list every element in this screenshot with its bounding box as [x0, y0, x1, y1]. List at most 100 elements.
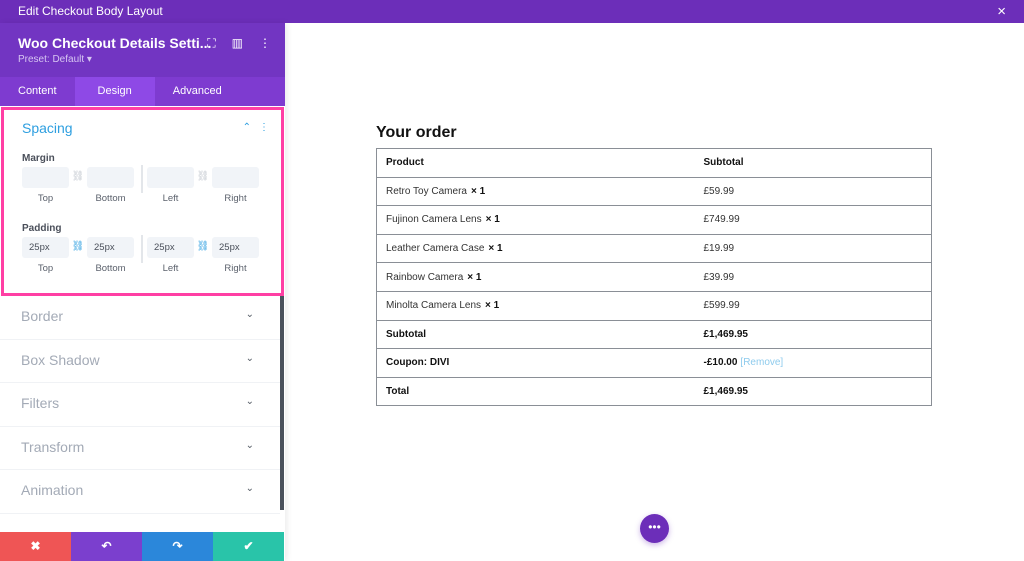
margin-top-label: Top [37, 193, 54, 204]
spacing-section: Spacing ⌃ ⋮ Margin ⛓ ⛓ Top Bottom Left R… [1, 107, 284, 296]
order-table: Product Subtotal Retro Toy Camera × 1 £59… [376, 148, 932, 407]
more-actions-button[interactable]: ••• [640, 514, 669, 543]
section-box-shadow[interactable]: Box Shadow ⌄ [0, 340, 280, 383]
product-qty: × 1 [467, 271, 482, 283]
action-bar: ✖ ↶ ↷ ✔ [0, 532, 284, 561]
header-product: Product [376, 148, 695, 178]
margin-label: Margin [22, 153, 55, 164]
table-row: Minolta Camera Lens × 1 £599.99 [376, 290, 932, 321]
redo-button[interactable]: ↷ [142, 532, 213, 561]
tab-advanced[interactable]: Advanced [172, 85, 222, 97]
padding-bottom-label: Bottom [95, 263, 126, 274]
product-price: £59.99 [694, 176, 932, 206]
remove-coupon-link[interactable]: [Remove] [740, 357, 784, 369]
header-subtotal: Subtotal [694, 148, 932, 178]
window-titlebar: Edit Checkout Body Layout × [0, 0, 1024, 23]
divider [141, 165, 143, 193]
product-price: £749.99 [694, 205, 932, 235]
table-header: Product Subtotal [376, 148, 932, 178]
subtotal-value: £1,469.95 [694, 319, 932, 349]
coupon-label: Coupon: DIVI [376, 348, 695, 378]
settings-panel: Woo Checkout Details Setti... Preset: De… [0, 23, 285, 561]
product-qty: × 1 [485, 300, 500, 312]
chevron-down-icon: ⌄ [245, 309, 254, 320]
more-options-icon[interactable]: ⋮ [259, 36, 271, 50]
product-price: £39.99 [694, 262, 932, 292]
chevron-down-icon: ⌄ [245, 483, 254, 494]
total-value: £1,469.95 [694, 376, 932, 406]
chevron-down-icon: ⌄ [245, 439, 254, 451]
window-title: Edit Checkout Body Layout [18, 4, 163, 18]
tab-bar: Content Design Advanced [0, 77, 285, 106]
table-row: Retro Toy Camera × 1 £59.99 [376, 176, 932, 206]
unlink-icon[interactable]: ⛓ [71, 171, 85, 182]
padding-left-label: Left [162, 263, 179, 274]
subtotal-row: Subtotal £1,469.95 [376, 319, 932, 349]
padding-top-label: Top [37, 263, 54, 274]
product-price: £599.99 [694, 290, 932, 321]
product-name: Minolta Camera Lens [386, 300, 482, 312]
focus-icon[interactable]: ⛶ [207, 36, 216, 50]
link-icon[interactable]: ⛓ [196, 241, 210, 252]
section-label: Transform [21, 438, 85, 455]
table-row: Rainbow Camera × 1 £39.99 [376, 262, 932, 292]
undo-button[interactable]: ↶ [71, 532, 142, 561]
product-name: Rainbow Camera [386, 271, 464, 283]
section-border[interactable]: Border ⌄ [0, 296, 280, 340]
padding-label: Padding [22, 223, 62, 234]
product-name: Leather Camera Case [386, 243, 485, 255]
margin-right-input[interactable] [212, 167, 259, 188]
product-qty: × 1 [485, 214, 500, 226]
link-icon[interactable]: ⛓ [71, 241, 85, 252]
order-title: Your order [376, 124, 457, 141]
padding-right-input[interactable]: 25px [212, 237, 259, 258]
padding-right-label: Right [224, 263, 247, 274]
discard-button[interactable]: ✖ [0, 532, 71, 561]
table-row: Fujinon Camera Lens × 1 £749.99 [376, 205, 932, 235]
tab-content[interactable]: Content [18, 85, 57, 97]
padding-bottom-input[interactable]: 25px [87, 237, 134, 258]
section-animation[interactable]: Animation ⌄ [0, 470, 280, 514]
section-label: Animation [21, 482, 84, 498]
panel-title: Woo Checkout Details Setti... [18, 35, 212, 51]
padding-left-input[interactable]: 25px [147, 237, 194, 258]
total-row: Total £1,469.95 [376, 376, 932, 406]
coupon-value: -£10.00 [703, 357, 738, 369]
section-label: Border [21, 308, 64, 324]
spacing-title[interactable]: Spacing [22, 120, 73, 136]
section-label: Filters [21, 395, 60, 411]
section-label: Box Shadow [21, 351, 100, 368]
unlink-icon[interactable]: ⛓ [196, 171, 210, 182]
product-qty: × 1 [488, 243, 503, 255]
margin-right-label: Right [224, 193, 247, 204]
product-name: Retro Toy Camera [386, 185, 467, 197]
table-row: Leather Camera Case × 1 £19.99 [376, 233, 932, 263]
product-name: Fujinon Camera Lens [386, 214, 482, 226]
section-transform[interactable]: Transform ⌄ [0, 427, 280, 470]
design-sections: Border ⌄ Box Shadow ⌄ Filters ⌄ Transfor… [0, 296, 280, 514]
padding-top-input[interactable]: 25px [22, 237, 69, 258]
collapse-icon[interactable]: ⌃ [242, 122, 251, 133]
close-icon[interactable]: × [997, 3, 1006, 20]
layout-icon[interactable]: ▥ [231, 36, 243, 50]
margin-top-input[interactable] [22, 167, 69, 188]
product-qty: × 1 [470, 185, 486, 197]
more-options-icon[interactable]: ⋮ [259, 122, 269, 133]
margin-bottom-label: Bottom [95, 193, 126, 204]
divider [141, 235, 143, 263]
coupon-row: Coupon: DIVI -£10.00 [Remove] [376, 348, 932, 378]
order-review: Your order Product Subtotal Retro Toy Ca… [376, 124, 932, 407]
total-label: Total [376, 376, 695, 406]
margin-left-label: Left [162, 193, 179, 204]
subtotal-label: Subtotal [376, 319, 695, 349]
preset-dropdown[interactable]: Preset: Default ▾ [18, 54, 92, 65]
panel-header: Woo Checkout Details Setti... Preset: De… [0, 23, 285, 77]
section-filters[interactable]: Filters ⌄ [0, 383, 280, 427]
scrollbar[interactable] [280, 296, 284, 510]
chevron-down-icon: ⌄ [245, 396, 254, 407]
margin-left-input[interactable] [147, 167, 194, 188]
chevron-down-icon: ⌄ [245, 352, 254, 364]
save-button[interactable]: ✔ [213, 532, 284, 561]
margin-bottom-input[interactable] [87, 167, 134, 188]
tab-design[interactable]: Design [74, 77, 155, 106]
